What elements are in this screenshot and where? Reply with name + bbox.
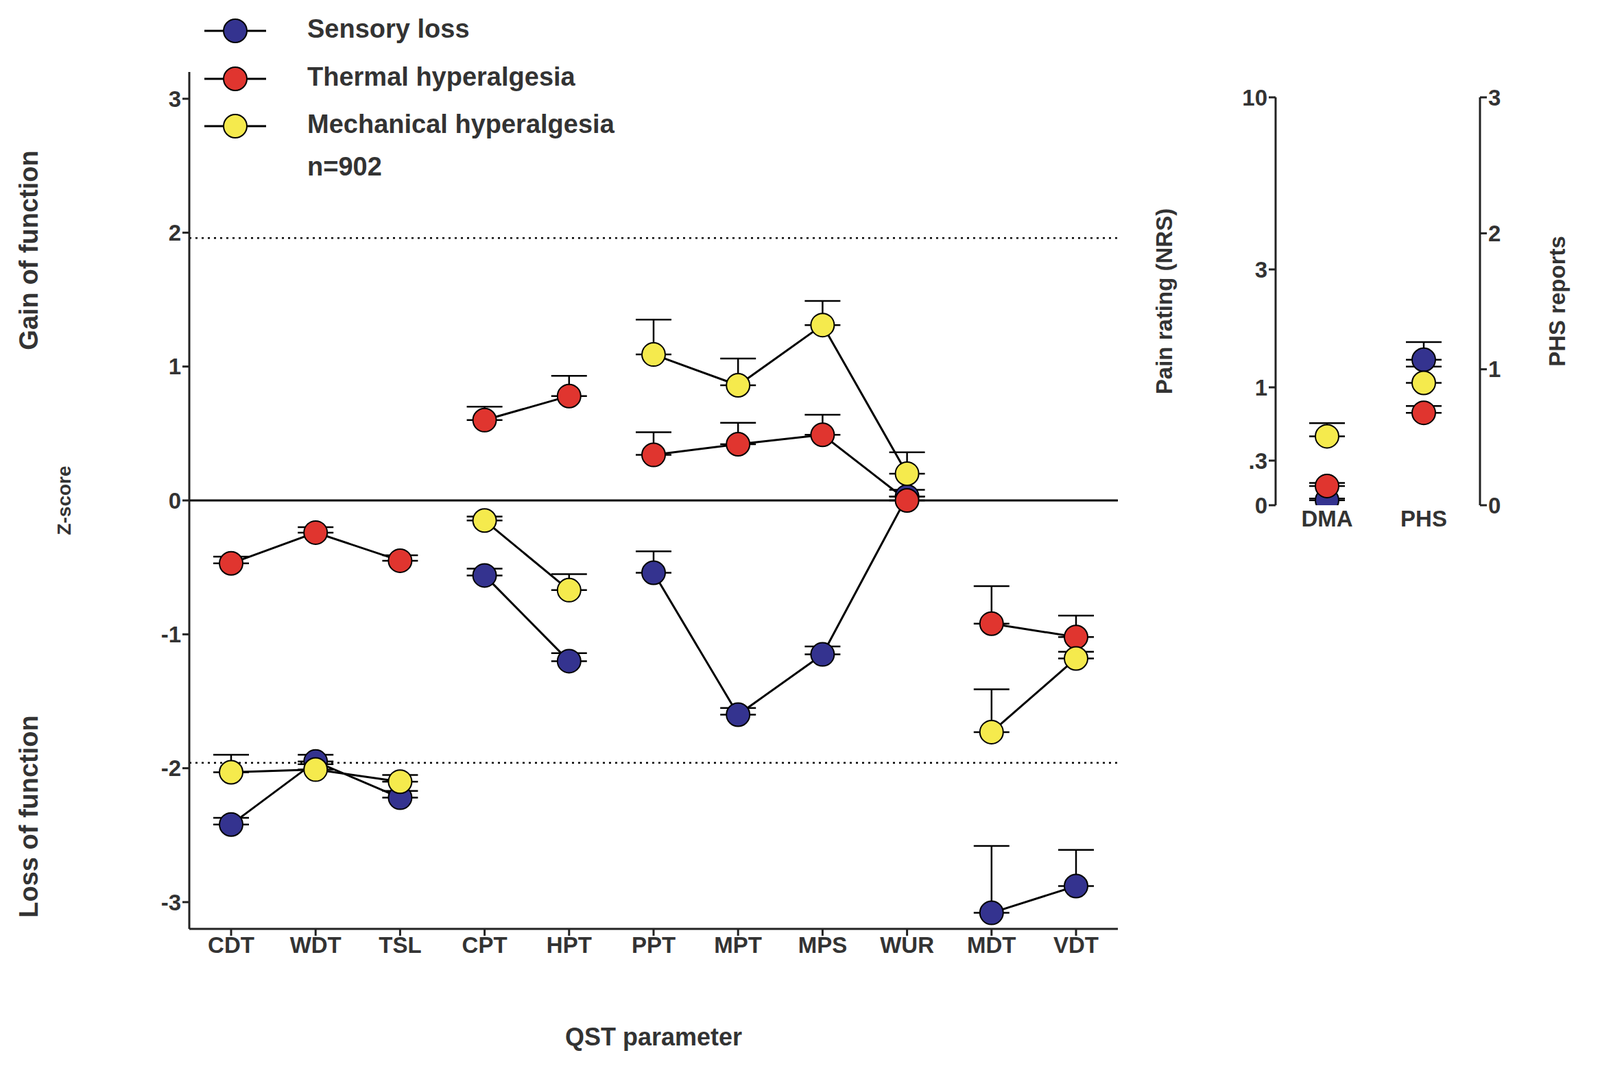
svg-text:2: 2 bbox=[168, 220, 182, 246]
svg-text:0: 0 bbox=[168, 488, 182, 514]
svg-text:MPT: MPT bbox=[713, 932, 762, 959]
svg-text:1: 1 bbox=[1255, 375, 1268, 401]
svg-text:Sensory loss: Sensory loss bbox=[307, 14, 470, 44]
svg-text:DMA: DMA bbox=[1300, 506, 1353, 532]
svg-text:Z-score: Z-score bbox=[53, 465, 75, 535]
svg-text:TSL: TSL bbox=[378, 932, 422, 959]
svg-text:Thermal hyperalgesia: Thermal hyperalgesia bbox=[307, 62, 577, 92]
svg-text:QST parameter: QST parameter bbox=[565, 1023, 743, 1052]
svg-text:VDT: VDT bbox=[1053, 932, 1099, 959]
svg-text:Pain rating (NRS): Pain rating (NRS) bbox=[1151, 208, 1177, 395]
svg-text:PHS reports: PHS reports bbox=[1544, 235, 1570, 367]
svg-text:CPT: CPT bbox=[462, 932, 508, 959]
svg-text:CDT: CDT bbox=[207, 932, 255, 959]
svg-text:PPT: PPT bbox=[631, 932, 676, 959]
svg-text:0: 0 bbox=[1488, 493, 1501, 519]
svg-text:MDT: MDT bbox=[966, 932, 1016, 959]
svg-text:PHS: PHS bbox=[1400, 506, 1448, 532]
svg-text:.3: .3 bbox=[1248, 448, 1268, 474]
svg-text:MPS: MPS bbox=[798, 932, 848, 959]
svg-text:-3: -3 bbox=[161, 890, 182, 916]
svg-text:Mechanical hyperalgesia: Mechanical hyperalgesia bbox=[307, 109, 616, 139]
svg-text:2: 2 bbox=[1488, 220, 1501, 247]
svg-text:WDT: WDT bbox=[290, 932, 342, 959]
svg-text:3: 3 bbox=[168, 86, 182, 112]
svg-text:0: 0 bbox=[1255, 493, 1268, 519]
svg-text:Loss of function: Loss of function bbox=[14, 715, 44, 919]
svg-text:-2: -2 bbox=[161, 755, 182, 782]
svg-text:Gain of function: Gain of function bbox=[14, 150, 44, 350]
svg-text:10: 10 bbox=[1242, 85, 1268, 111]
svg-text:1: 1 bbox=[1488, 356, 1501, 382]
svg-text:HPT: HPT bbox=[546, 932, 592, 959]
svg-text:n=902: n=902 bbox=[307, 152, 382, 182]
svg-text:3: 3 bbox=[1488, 85, 1501, 111]
svg-text:1: 1 bbox=[168, 353, 182, 380]
svg-text:WUR: WUR bbox=[879, 932, 935, 959]
svg-text:-1: -1 bbox=[161, 622, 182, 648]
svg-text:3: 3 bbox=[1255, 257, 1268, 283]
